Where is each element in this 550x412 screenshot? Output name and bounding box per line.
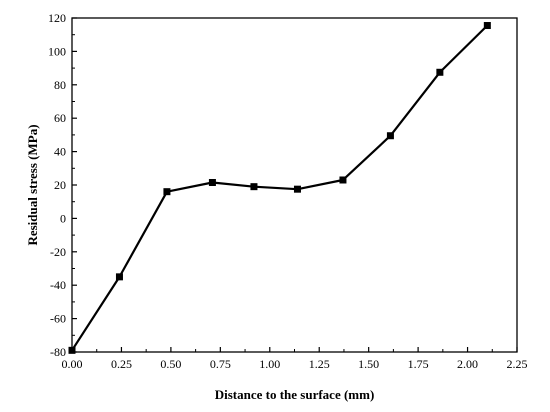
x-tick-label: 2.25 xyxy=(507,357,528,371)
series-layer xyxy=(68,22,491,354)
x-axis-ticks: 0.00 0.25 0.50 0.75 1.00 1.25 1.50 1.75 2.00 2.25 xyxy=(62,347,528,371)
y-tick-label: -40 xyxy=(50,278,66,292)
data-point-marker xyxy=(293,185,301,193)
x-axis-title: Distance to the surface (mm) xyxy=(215,387,375,402)
x-tick-label: 1.00 xyxy=(259,357,280,371)
x-tick-label: 1.75 xyxy=(408,357,429,371)
plot-frame xyxy=(71,17,518,353)
x-tick-label: 2.00 xyxy=(457,357,478,371)
series-line xyxy=(71,24,489,351)
data-point-marker xyxy=(68,346,76,354)
data-point-marker xyxy=(483,22,491,30)
x-tick-label: 1.50 xyxy=(358,357,379,371)
y-axis-title: Residual stress (MPa) xyxy=(25,124,40,245)
data-point-marker xyxy=(386,132,394,140)
x-tick-label: 0.25 xyxy=(111,357,132,371)
y-tick-label: 100 xyxy=(48,44,66,58)
y-tick-label: 80 xyxy=(54,78,66,92)
y-tick-label: -60 xyxy=(50,312,66,326)
y-tick-label: 40 xyxy=(54,145,66,159)
data-point-marker xyxy=(163,188,171,196)
y-tick-label: 20 xyxy=(54,178,66,192)
y-tick-label: -20 xyxy=(50,245,66,259)
data-point-marker xyxy=(115,273,123,281)
data-point-marker xyxy=(339,176,347,184)
x-tick-label: 0.50 xyxy=(160,357,181,371)
y-axis-ticks: -80 -60 -40 -20 0 20 40 60 80 100 120 xyxy=(48,11,77,359)
x-tick-label: 1.25 xyxy=(309,357,330,371)
x-tick-label: 0.00 xyxy=(62,357,83,371)
y-tick-label: 120 xyxy=(48,11,66,25)
y-tick-label: 60 xyxy=(54,111,66,125)
x-tick-label: 0.75 xyxy=(210,357,231,371)
y-tick-label: -80 xyxy=(50,345,66,359)
y-tick-label: 0 xyxy=(60,211,66,225)
data-point-marker xyxy=(436,68,444,76)
data-point-marker xyxy=(208,178,216,186)
data-point-marker xyxy=(250,183,258,191)
